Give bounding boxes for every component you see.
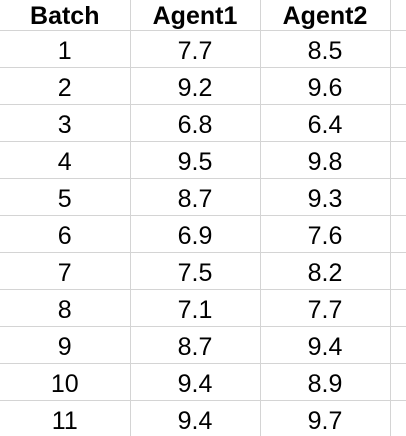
cell-batch[interactable]: 3 (0, 104, 131, 142)
cell-agent2[interactable]: 9.3 (259, 178, 391, 216)
cell-agent1[interactable]: 9.2 (129, 67, 261, 105)
header-row: Batch Agent1 Agent2 (0, 0, 406, 31)
header-cell-batch[interactable]: Batch (0, 0, 131, 31)
cell-agent2[interactable]: 6.4 (259, 104, 391, 142)
cell-batch[interactable]: 5 (0, 178, 131, 216)
cell-agent2[interactable]: 8.2 (259, 252, 391, 290)
cell-agent2[interactable]: 9.4 (259, 326, 391, 364)
empty-cell[interactable] (389, 289, 406, 327)
cell-agent2[interactable]: 8.9 (259, 363, 391, 401)
empty-cell[interactable] (389, 141, 406, 179)
cell-batch[interactable]: 1 (0, 30, 131, 68)
table-row: 4 9.5 9.8 (0, 141, 406, 179)
empty-cell[interactable] (389, 67, 406, 105)
table-body: 1 7.7 8.5 2 9.2 9.6 3 6.8 6.4 4 9.5 9.8 5 8.7 9.3 6 6.9 7… (0, 30, 406, 436)
cell-agent1[interactable]: 7.5 (129, 252, 261, 290)
table-row: 5 8.7 9.3 (0, 178, 406, 216)
empty-cell[interactable] (389, 400, 406, 436)
cell-agent2[interactable]: 9.7 (259, 400, 391, 436)
cell-batch[interactable]: 4 (0, 141, 131, 179)
cell-agent1[interactable]: 8.7 (129, 178, 261, 216)
table-row: 9 8.7 9.4 (0, 326, 406, 364)
cell-batch[interactable]: 2 (0, 67, 131, 105)
cell-agent1[interactable]: 7.7 (129, 30, 261, 68)
table-row: 10 9.4 8.9 (0, 363, 406, 401)
cell-agent2[interactable]: 9.6 (259, 67, 391, 105)
cell-batch[interactable]: 7 (0, 252, 131, 290)
table-row: 8 7.1 7.7 (0, 289, 406, 327)
table-row: 7 7.5 8.2 (0, 252, 406, 290)
empty-cell[interactable] (389, 252, 406, 290)
cell-agent1[interactable]: 9.4 (129, 363, 261, 401)
empty-cell[interactable] (389, 0, 406, 31)
empty-cell[interactable] (389, 178, 406, 216)
cell-agent1[interactable]: 6.9 (129, 215, 261, 253)
cell-batch[interactable]: 6 (0, 215, 131, 253)
header-cell-agent2[interactable]: Agent2 (259, 0, 391, 31)
cell-agent1[interactable]: 6.8 (129, 104, 261, 142)
empty-cell[interactable] (389, 215, 406, 253)
cell-agent2[interactable]: 7.7 (259, 289, 391, 327)
cell-agent1[interactable]: 9.4 (129, 400, 261, 436)
header-cell-agent1[interactable]: Agent1 (129, 0, 261, 31)
empty-cell[interactable] (389, 104, 406, 142)
cell-batch[interactable]: 10 (0, 363, 131, 401)
table-row: 2 9.2 9.6 (0, 67, 406, 105)
cell-agent1[interactable]: 8.7 (129, 326, 261, 364)
cell-agent1[interactable]: 9.5 (129, 141, 261, 179)
table-row: 3 6.8 6.4 (0, 104, 406, 142)
cell-agent2[interactable]: 7.6 (259, 215, 391, 253)
empty-cell[interactable] (389, 30, 406, 68)
cell-batch[interactable]: 11 (0, 400, 131, 436)
cell-agent2[interactable]: 9.8 (259, 141, 391, 179)
cell-batch[interactable]: 8 (0, 289, 131, 327)
table-row: 6 6.9 7.6 (0, 215, 406, 253)
empty-cell[interactable] (389, 363, 406, 401)
table-row: 11 9.4 9.7 (0, 400, 406, 436)
cell-agent2[interactable]: 8.5 (259, 30, 391, 68)
empty-cell[interactable] (389, 326, 406, 364)
table-row: 1 7.7 8.5 (0, 30, 406, 68)
cell-agent1[interactable]: 7.1 (129, 289, 261, 327)
cell-batch[interactable]: 9 (0, 326, 131, 364)
